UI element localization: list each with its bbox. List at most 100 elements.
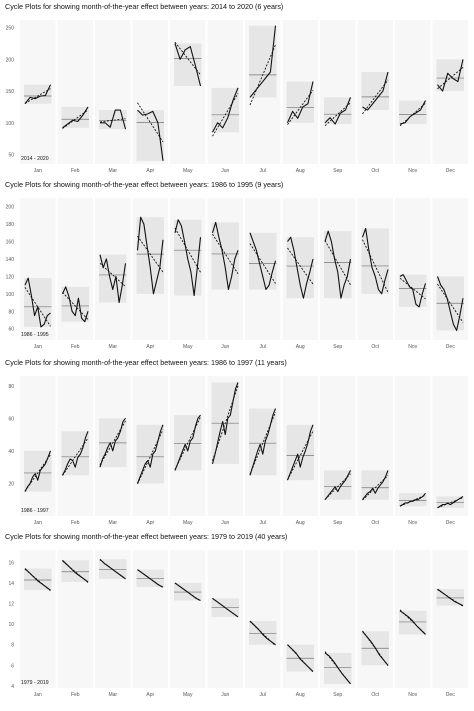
cycle-plot-panel-1986-1997: Cycle Plots for showing month-of-the-yea… bbox=[0, 358, 474, 534]
trend-line bbox=[287, 430, 314, 481]
trend-line bbox=[249, 243, 276, 284]
range-band bbox=[24, 278, 52, 327]
range-band bbox=[99, 254, 127, 303]
y-tick-label: 12 bbox=[8, 602, 14, 608]
series-line bbox=[99, 254, 127, 304]
y-tick-label: 60 bbox=[8, 416, 14, 422]
month-tick-label: Feb bbox=[71, 520, 80, 526]
month-tick-label: Dec bbox=[446, 168, 455, 174]
series-line bbox=[174, 43, 202, 87]
trend-line bbox=[99, 263, 126, 287]
facet-background bbox=[170, 20, 206, 164]
facet-background bbox=[170, 550, 206, 688]
series-line bbox=[399, 274, 427, 308]
trend-line bbox=[362, 475, 389, 501]
trend-line bbox=[437, 589, 464, 607]
trend-line bbox=[399, 277, 426, 300]
cycle-plot-panel-2014-2020: Cycle Plots for showing month-of-the-yea… bbox=[0, 2, 474, 182]
series-line bbox=[174, 219, 202, 297]
month-tick-label: Jun bbox=[221, 692, 229, 698]
facet-background bbox=[57, 20, 93, 164]
facet-background bbox=[357, 550, 393, 688]
series-line bbox=[136, 216, 164, 295]
series-line bbox=[174, 414, 201, 471]
series-line bbox=[212, 87, 239, 133]
trend-line bbox=[362, 79, 389, 115]
y-tick-label: 80 bbox=[8, 309, 14, 315]
month-tick-label: Jun bbox=[221, 520, 229, 526]
series-line bbox=[286, 81, 314, 123]
y-tick-label: 16 bbox=[8, 560, 14, 566]
range-band bbox=[24, 84, 52, 104]
month-tick-label: May bbox=[183, 168, 193, 174]
month-tick-label: Sep bbox=[333, 520, 342, 526]
month-tick-label: Jun bbox=[221, 168, 229, 174]
trend-line bbox=[437, 283, 464, 323]
month-tick-label: Oct bbox=[371, 692, 379, 698]
month-tick-label: Feb bbox=[71, 344, 80, 350]
series-line bbox=[287, 644, 314, 672]
facet-background bbox=[207, 550, 243, 688]
series-line bbox=[99, 558, 126, 580]
y-tick-label: 8 bbox=[11, 643, 14, 649]
range-band bbox=[211, 222, 239, 290]
month-tick-label: Apr bbox=[146, 520, 154, 526]
trend-line bbox=[137, 102, 164, 143]
series-line bbox=[324, 652, 351, 685]
trend-line bbox=[362, 239, 389, 293]
month-tick-label: Jan bbox=[34, 692, 42, 698]
month-tick-label: Jan bbox=[34, 168, 42, 174]
trend-line bbox=[212, 93, 239, 137]
y-tick-label: 14 bbox=[8, 581, 14, 587]
month-tick-label: Nov bbox=[408, 520, 417, 526]
month-tick-label: Jul bbox=[260, 168, 266, 174]
trend-line bbox=[137, 429, 164, 485]
series-line bbox=[437, 59, 464, 92]
y-tick-label: 180 bbox=[6, 222, 15, 228]
facet-background bbox=[320, 20, 356, 164]
range-band bbox=[174, 43, 202, 86]
trend-line bbox=[174, 582, 201, 602]
month-tick-label: Dec bbox=[446, 692, 455, 698]
month-tick-label: Oct bbox=[371, 520, 379, 526]
trend-line bbox=[287, 247, 314, 285]
month-tick-label: Aug bbox=[296, 168, 305, 174]
facet-background bbox=[395, 198, 431, 340]
trend-line bbox=[62, 109, 89, 129]
month-tick-label: Sep bbox=[333, 168, 342, 174]
y-tick-label: 60 bbox=[8, 327, 14, 333]
month-tick-label: Aug bbox=[296, 692, 305, 698]
range-band bbox=[136, 217, 164, 294]
trend-line bbox=[399, 609, 426, 635]
trend-line bbox=[212, 598, 239, 618]
range-band bbox=[286, 237, 314, 299]
range-band bbox=[361, 228, 389, 294]
trend-line bbox=[24, 88, 51, 104]
y-tick-label: 200 bbox=[6, 57, 15, 63]
month-tick-label: Aug bbox=[296, 520, 305, 526]
month-tick-label: Sep bbox=[333, 344, 342, 350]
facet-background bbox=[245, 550, 281, 688]
series-line bbox=[361, 227, 389, 295]
series-line bbox=[24, 277, 51, 328]
series-line bbox=[399, 100, 426, 125]
month-tick-label: Mar bbox=[108, 520, 117, 526]
facet-background bbox=[395, 20, 431, 164]
month-tick-label: May bbox=[183, 520, 193, 526]
series-line bbox=[324, 230, 352, 299]
series-line bbox=[436, 276, 464, 331]
month-tick-label: Feb bbox=[71, 692, 80, 698]
panel-title: Cycle Plots for showing month-of-the-yea… bbox=[5, 2, 284, 11]
trend-line bbox=[324, 473, 351, 500]
facet-background bbox=[95, 20, 131, 164]
month-tick-label: Jan bbox=[34, 520, 42, 526]
y-tick-label: 40 bbox=[8, 449, 14, 455]
period-label: 1979 - 2019 bbox=[21, 680, 49, 686]
cycle-plot-chart-2014-2020: 50 100 150 200 250 Jan Feb Mar Apr May Jun Jul Aug Se… bbox=[6, 20, 468, 174]
month-tick-label: Mar bbox=[108, 168, 117, 174]
trend-line bbox=[24, 454, 51, 492]
facet-background bbox=[432, 550, 468, 688]
series-line bbox=[287, 236, 314, 299]
range-band bbox=[249, 25, 277, 98]
